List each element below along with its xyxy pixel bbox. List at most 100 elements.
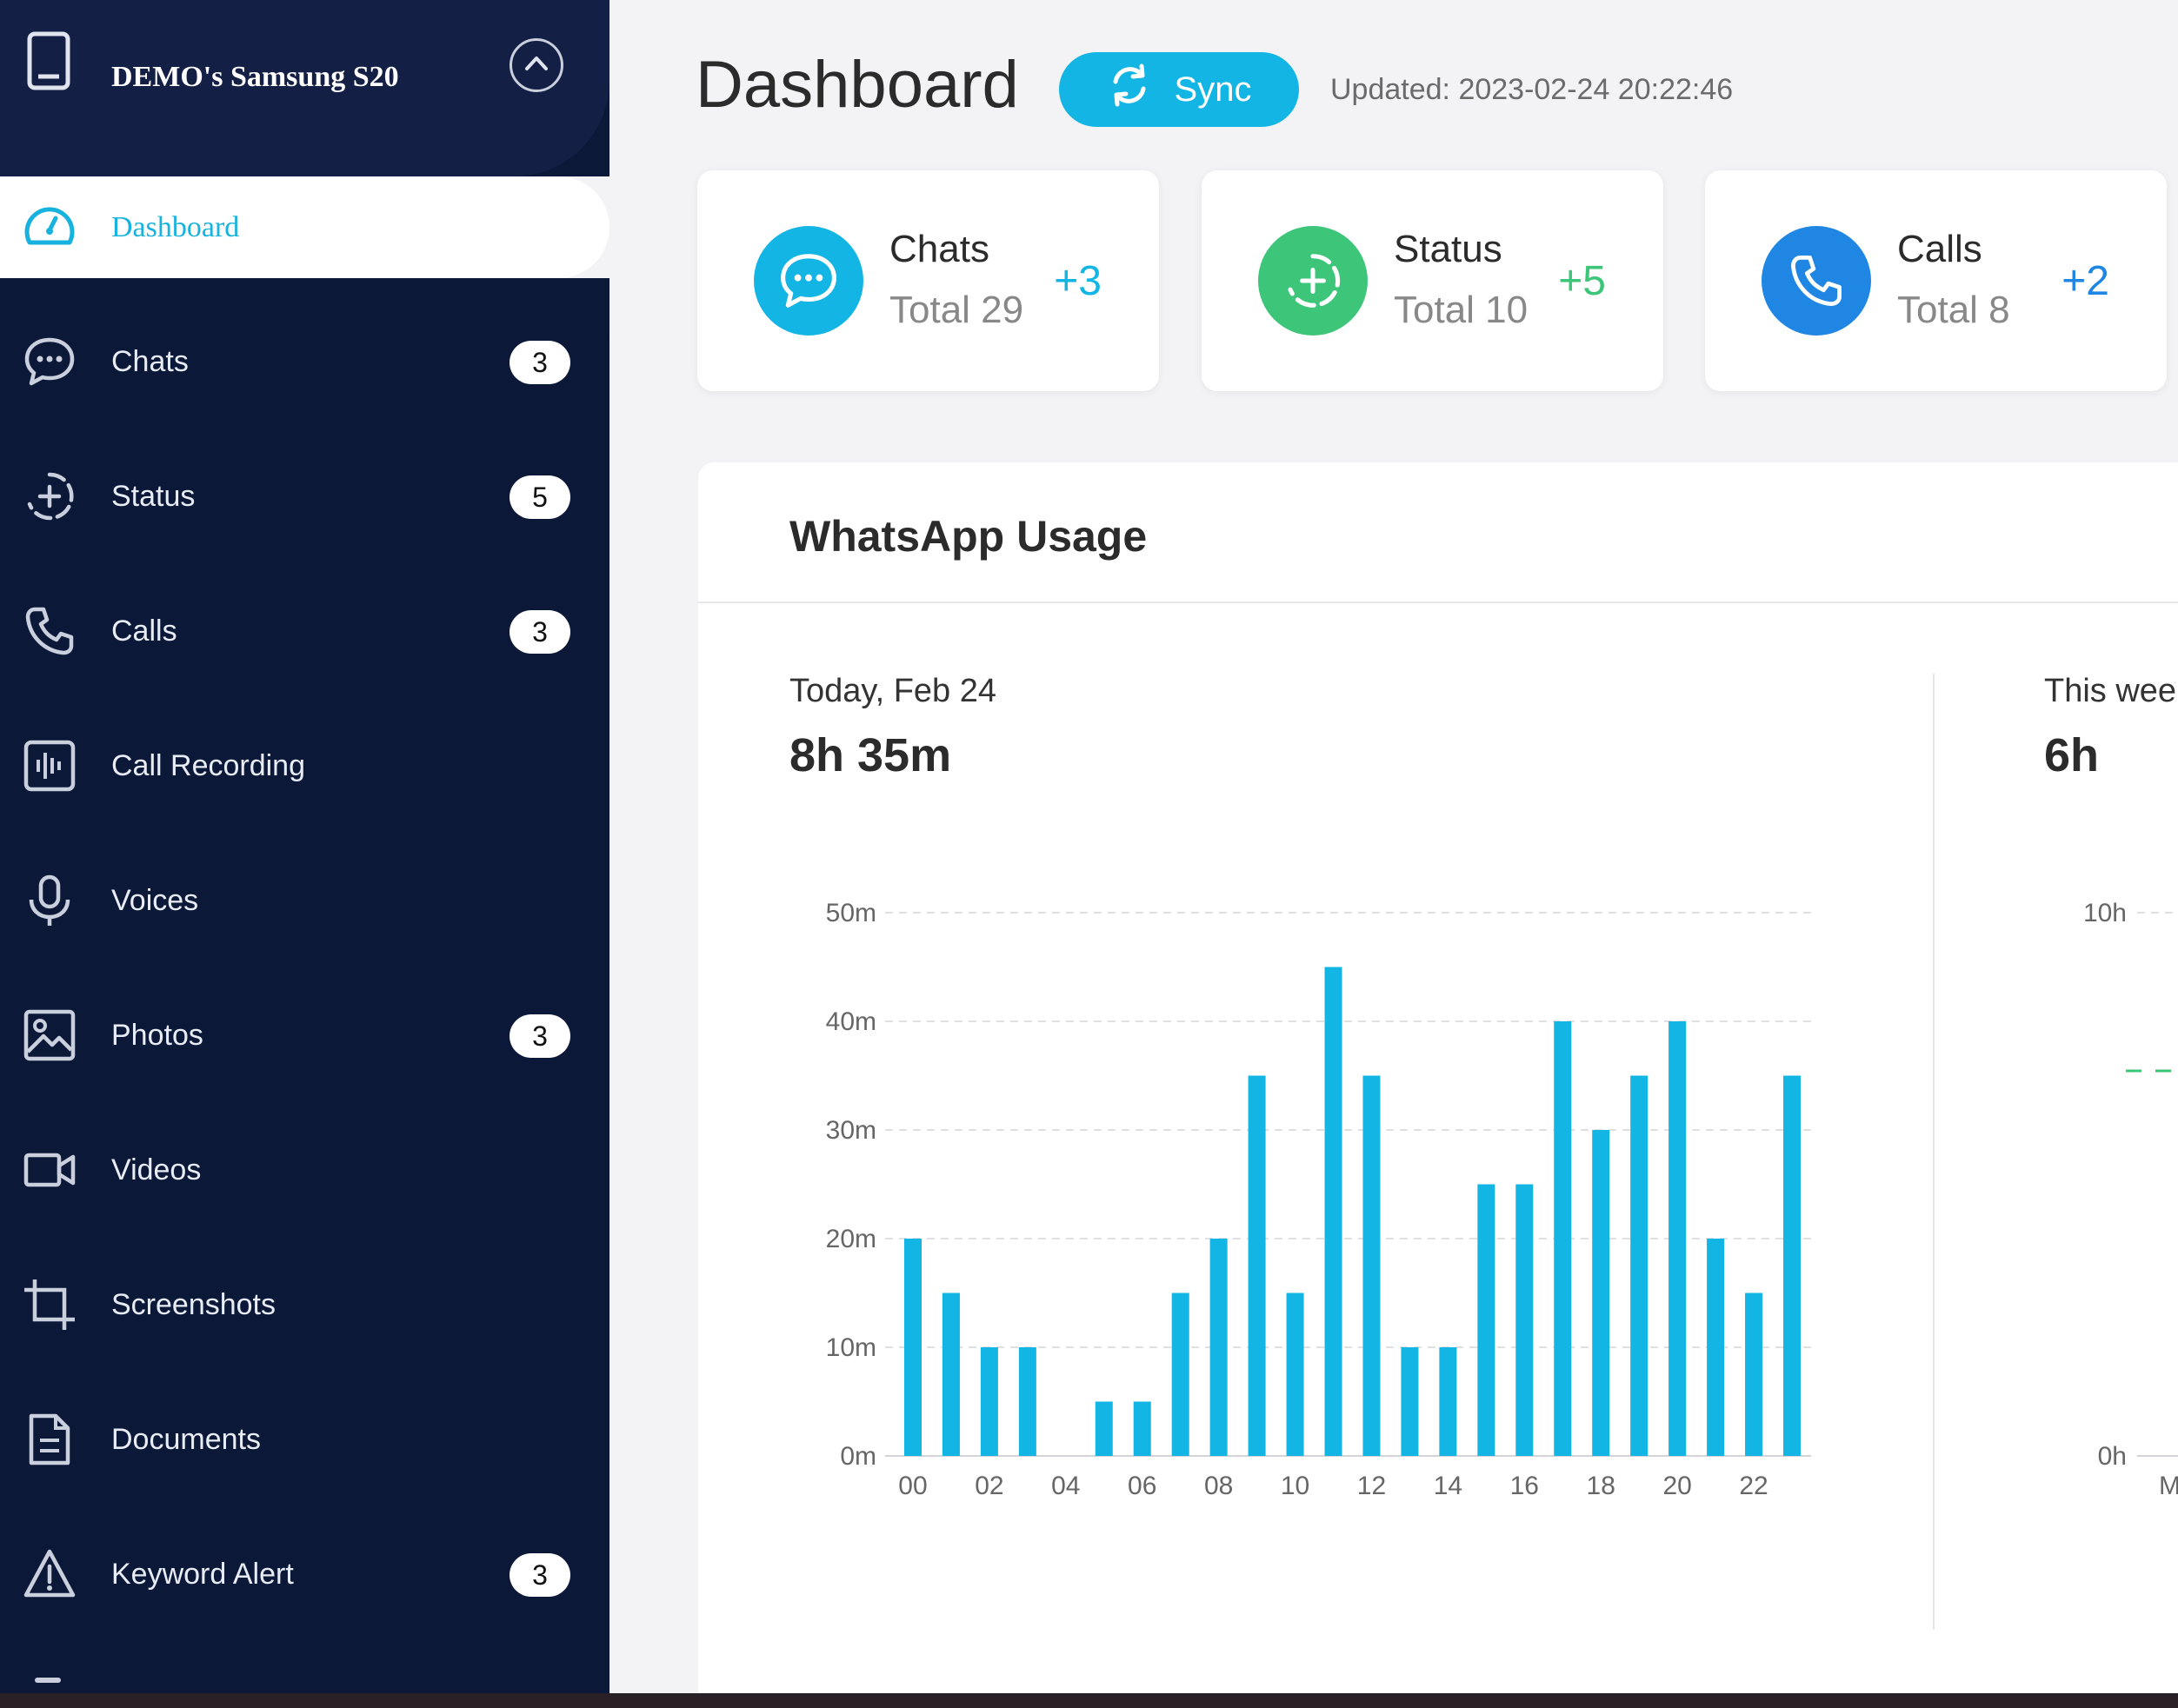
sidebar-item-label: Status — [111, 480, 196, 513]
card-delta: +3 — [1054, 258, 1102, 304]
sidebar-item-dashboard[interactable]: Dashboard — [0, 176, 609, 278]
unread-badge: 3 — [510, 1553, 570, 1597]
bar — [1248, 1075, 1266, 1456]
weekly-usage-chart: 10h 0h M — [2083, 899, 2178, 1500]
sidebar-item-status[interactable]: Status 5 — [0, 452, 609, 539]
sidebar: DEMO's Samsung S20 Dashboard Chats 3 — [0, 0, 609, 1693]
x-tick-label: 12 — [1357, 1472, 1386, 1500]
sidebar-item-calls[interactable]: Calls 3 — [0, 587, 609, 674]
stat-card-status[interactable]: Status Total 10 +5 — [1202, 170, 1663, 391]
hourly-usage-chart: 0m 10m 20m 30m 40m 50m 00 02 04 06 08 10 12 14 16 18 20 2… — [826, 899, 1811, 1500]
sidebar-item-voices[interactable]: Voices — [0, 856, 609, 943]
sidebar-item-photos[interactable]: Photos 3 — [0, 991, 609, 1078]
sync-icon — [1107, 63, 1152, 116]
chevron-up-icon — [522, 49, 551, 83]
waveform-icon — [23, 739, 77, 793]
y-tick-label: 10m — [826, 1333, 876, 1362]
phone-icon — [1762, 226, 1871, 336]
sidebar-item-label: Keyword Alert — [111, 1558, 294, 1591]
x-tick-label: 10 — [1281, 1472, 1309, 1500]
card-total: Total 10 — [1394, 289, 1529, 331]
bar — [1783, 1075, 1802, 1456]
bar — [1745, 1293, 1763, 1456]
x-tick-label: 18 — [1587, 1472, 1615, 1500]
stat-card-chats[interactable]: Chats Total 29 +3 — [697, 170, 1159, 391]
y-tick-label: 40m — [826, 1007, 876, 1036]
sidebar-item-label: Videos — [111, 1153, 202, 1186]
y-tick-label: 0h — [2098, 1442, 2127, 1471]
sidebar-item-screenshots[interactable]: Screenshots — [0, 1260, 609, 1347]
unread-badge: 5 — [510, 475, 570, 519]
card-title: Calls — [1897, 228, 1982, 270]
sidebar-item-label: Photos — [111, 1019, 203, 1052]
status-ring-icon — [23, 469, 77, 523]
card-title: Status — [1394, 228, 1502, 270]
bar — [1018, 1347, 1036, 1456]
x-tick-label: 00 — [898, 1472, 927, 1500]
y-tick-label: 20m — [826, 1225, 876, 1253]
sidebar-nav: Chats 3 Status 5 Calls 3 Call Recording — [0, 278, 609, 1693]
bar — [1554, 1021, 1572, 1456]
last-updated: Updated: 2023-02-24 20:22:46 — [1330, 73, 1734, 106]
bar — [1592, 1130, 1610, 1456]
x-tick-label: 16 — [1510, 1472, 1539, 1500]
card-delta: +5 — [1558, 258, 1606, 304]
y-tick-label: 30m — [826, 1116, 876, 1145]
sidebar-item-videos[interactable]: Videos — [0, 1126, 609, 1213]
phone-device-icon — [26, 31, 75, 92]
x-tick-label: 22 — [1739, 1472, 1768, 1500]
x-tick-label: 04 — [1051, 1472, 1080, 1500]
chat-bubble-icon — [23, 335, 77, 389]
bar — [980, 1347, 998, 1456]
y-tick-label: 50m — [826, 899, 876, 927]
card-title: Chats — [889, 228, 989, 270]
today-label: Today, Feb 24 — [789, 673, 997, 709]
sync-button[interactable]: Sync — [1059, 52, 1299, 127]
sidebar-item-label: Screenshots — [111, 1288, 276, 1321]
y-tick-label: 10h — [2083, 899, 2127, 927]
x-tick-label: M — [2159, 1472, 2178, 1500]
phone-icon — [23, 604, 77, 658]
bar — [1439, 1347, 1457, 1456]
sidebar-item-chats[interactable]: Chats 3 — [0, 317, 609, 404]
bar — [1401, 1347, 1419, 1456]
sidebar-item-documents[interactable]: Documents — [0, 1395, 609, 1482]
more-items-hint — [35, 1678, 61, 1683]
device-header: DEMO's Samsung S20 — [0, 0, 609, 176]
bar — [1477, 1184, 1495, 1456]
sidebar-item-label: Voices — [111, 884, 199, 917]
stat-card-calls[interactable]: Calls Total 8 +2 — [1705, 170, 2167, 391]
device-name: DEMO's Samsung S20 — [111, 61, 399, 93]
bar — [1133, 1401, 1151, 1456]
bar — [1362, 1075, 1381, 1456]
card-delta: +2 — [2061, 258, 2109, 304]
sidebar-item-label: Chats — [111, 345, 189, 378]
x-tick-label: 20 — [1662, 1472, 1691, 1500]
sync-button-label: Sync — [1174, 70, 1252, 109]
video-camera-icon — [23, 1143, 77, 1197]
collapse-device-button[interactable] — [510, 38, 563, 92]
card-total: Total 29 — [889, 289, 1024, 331]
sidebar-item-label: Documents — [111, 1423, 261, 1456]
sidebar-item-call-recording[interactable]: Call Recording — [0, 721, 609, 808]
sidebar-item-label: Call Recording — [111, 749, 305, 782]
taskbar-edge — [0, 1693, 2178, 1708]
bar — [903, 1239, 922, 1456]
image-icon — [23, 1008, 77, 1062]
bar — [1324, 967, 1342, 1456]
bar — [1515, 1184, 1534, 1456]
unread-badge: 3 — [510, 1014, 570, 1058]
bar — [1171, 1293, 1189, 1456]
x-tick-label: 02 — [975, 1472, 1003, 1500]
x-tick-label: 08 — [1204, 1472, 1233, 1500]
bar — [1209, 1239, 1228, 1456]
document-icon — [23, 1412, 77, 1466]
whatsapp-usage-card: WhatsApp Usage Today, Feb 24 8h 35m This… — [698, 462, 2178, 1693]
week-total: 6h — [2044, 729, 2100, 781]
sidebar-item-keyword-alert[interactable]: Keyword Alert 3 — [0, 1530, 609, 1617]
divider — [698, 601, 2178, 603]
bar — [1707, 1239, 1725, 1456]
bar — [942, 1293, 960, 1456]
unread-badge: 3 — [510, 610, 570, 654]
bar — [1668, 1021, 1687, 1456]
